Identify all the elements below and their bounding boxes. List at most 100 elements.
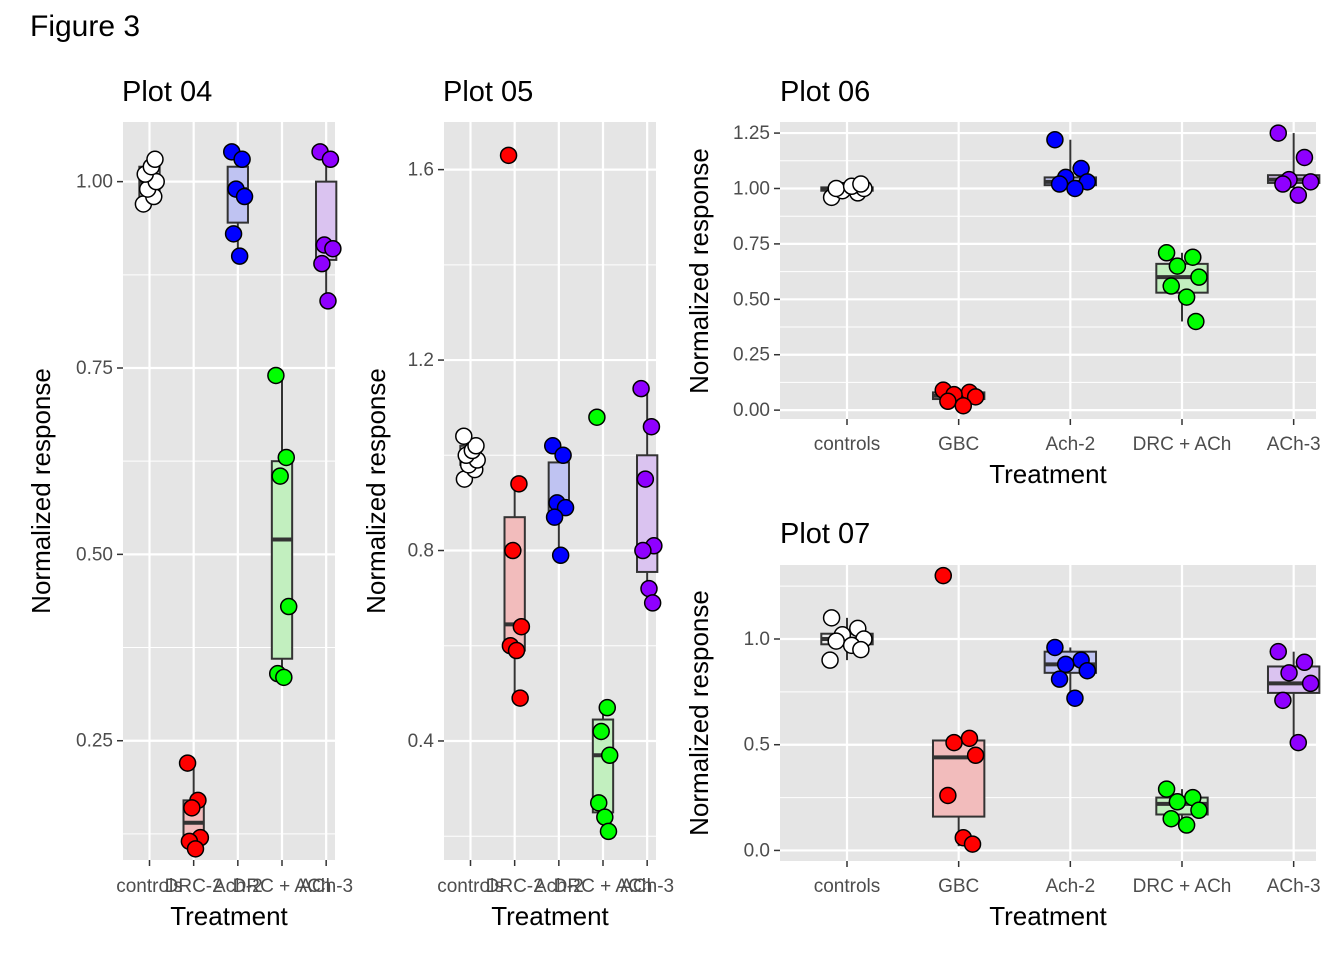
- y-tick-label: 0.75: [733, 234, 770, 255]
- data-point: [598, 698, 617, 717]
- data-point: [1078, 661, 1097, 680]
- x-axis-label: Treatment: [491, 901, 609, 931]
- data-point: [852, 175, 870, 193]
- data-point: [324, 239, 342, 258]
- data-point: [1289, 733, 1308, 752]
- y-axis-label: Normalized response: [684, 590, 714, 836]
- plot-title: Plot 06: [780, 76, 870, 108]
- plot-title: Plot 07: [780, 518, 870, 550]
- data-point: [1269, 642, 1288, 661]
- x-tick-label: ACh-3: [299, 876, 353, 897]
- data-point: [233, 150, 251, 169]
- data-point: [1162, 809, 1180, 828]
- plot-4: 0.0 0.5 1.0 controls GBC Ach-2 DRC + ACh ACh-3 P…: [684, 518, 1321, 931]
- x-tick-label: DRC + ACh: [554, 876, 653, 897]
- data-point: [1050, 670, 1069, 688]
- box-iqr: [270, 460, 294, 660]
- plot-panel: [780, 122, 1316, 419]
- data-point: [1066, 179, 1084, 198]
- data-point: [1046, 130, 1064, 149]
- data-point: [599, 822, 618, 841]
- data-point: [554, 446, 572, 465]
- data-point: [1269, 124, 1288, 142]
- x-tick-label: DRC-2: [486, 876, 544, 897]
- data-point: [319, 292, 337, 310]
- data-point: [596, 808, 614, 826]
- data-point: [1184, 248, 1202, 266]
- x-tick-label: ACh-3: [620, 876, 674, 897]
- y-tick-label: 1.0: [744, 629, 770, 650]
- data-point: [966, 746, 985, 765]
- y-tick-label: 1.25: [733, 123, 770, 144]
- data-point: [511, 689, 529, 707]
- x-tick-label: controls: [814, 434, 881, 455]
- data-point: [1157, 244, 1176, 262]
- data-point: [1050, 175, 1069, 193]
- y-tick-label: 0.0: [744, 840, 770, 861]
- data-point: [178, 754, 197, 772]
- data-point: [1157, 780, 1176, 798]
- data-point: [224, 225, 243, 243]
- data-point: [642, 417, 661, 436]
- y-tick-label: 0.50: [76, 544, 113, 565]
- data-point: [146, 150, 164, 169]
- y-axis-label: Normalized response: [361, 368, 391, 614]
- plot-3: 0.00 0.25 0.50 0.75 1.00 1.25 controls GBC Ach-2…: [684, 76, 1321, 489]
- data-point: [939, 786, 957, 805]
- data-point: [1177, 288, 1196, 306]
- data-point: [183, 799, 201, 817]
- data-point: [267, 366, 285, 385]
- data-point: [934, 566, 953, 585]
- data-point: [822, 609, 841, 627]
- x-tick-label: Ach-2: [213, 876, 263, 897]
- data-point: [589, 794, 608, 812]
- data-point: [1190, 268, 1208, 286]
- data-point: [1046, 638, 1064, 657]
- data-point: [1301, 674, 1320, 693]
- data-point: [827, 179, 845, 198]
- y-tick-label: 1.6: [408, 160, 434, 181]
- x-tick-label: DRC + ACh: [1133, 434, 1232, 455]
- y-axis-label: Normalized response: [684, 148, 714, 394]
- x-tick-label: Ach-2: [534, 876, 584, 897]
- data-point: [545, 508, 564, 526]
- data-point: [939, 392, 957, 411]
- data-point: [1168, 793, 1187, 811]
- data-point: [592, 722, 610, 741]
- data-point: [634, 541, 652, 560]
- x-tick-label: Ach-2: [1046, 876, 1096, 897]
- data-point: [1190, 801, 1208, 820]
- figure-title: Figure 3: [30, 10, 141, 43]
- x-axis-label: Treatment: [989, 901, 1107, 931]
- x-tick-label: DRC + ACh: [1133, 876, 1232, 897]
- data-point: [636, 470, 655, 488]
- data-point: [1066, 689, 1084, 707]
- y-tick-label: 0.5: [744, 735, 770, 756]
- data-point: [504, 541, 522, 560]
- data-point: [551, 546, 570, 565]
- x-tick-label: ACh-3: [1267, 876, 1321, 897]
- y-tick-label: 0.8: [408, 541, 434, 562]
- data-point: [321, 150, 340, 169]
- data-point: [467, 437, 485, 455]
- y-tick-label: 0.4: [408, 731, 435, 752]
- x-tick-label: controls: [814, 876, 881, 897]
- data-point: [960, 729, 979, 748]
- x-tick-label: GBC: [938, 434, 979, 455]
- data-point: [455, 427, 473, 445]
- data-point: [588, 408, 606, 426]
- data-point: [510, 475, 528, 493]
- x-tick-label: controls: [437, 876, 504, 897]
- data-point: [230, 247, 249, 265]
- plot-title: Plot 05: [443, 76, 533, 108]
- data-point: [1162, 277, 1180, 295]
- y-tick-label: 1.00: [733, 178, 770, 199]
- data-point: [556, 498, 575, 517]
- data-point: [1168, 257, 1187, 275]
- y-tick-label: 0.00: [733, 400, 770, 421]
- data-point: [279, 597, 298, 616]
- y-tick-label: 0.25: [76, 731, 113, 752]
